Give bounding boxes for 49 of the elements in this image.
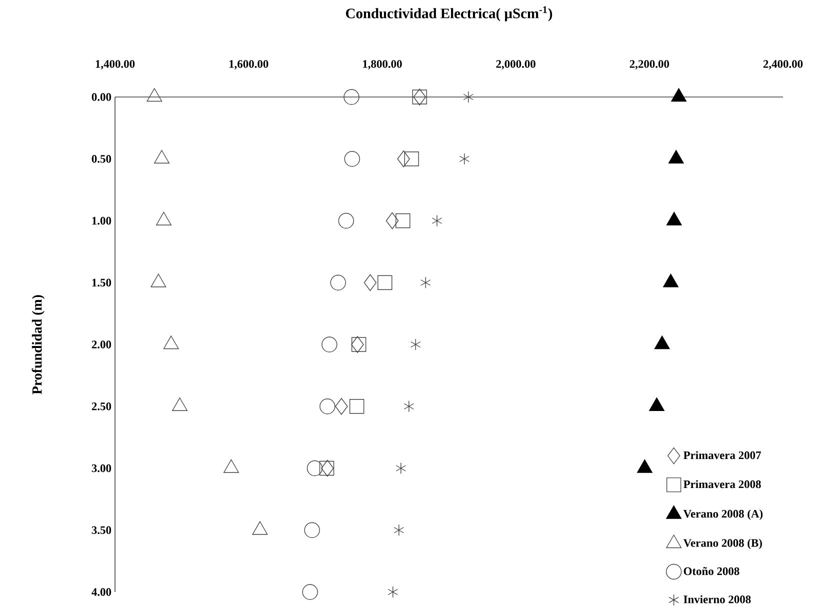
point	[344, 151, 360, 167]
point	[335, 398, 348, 415]
y-tick-label: 2.50	[92, 402, 112, 410]
point	[432, 214, 442, 227]
y-tick-label: 0.50	[92, 155, 112, 163]
point	[404, 400, 414, 412]
point	[364, 274, 377, 291]
point	[344, 89, 360, 105]
point	[396, 462, 406, 474]
x-axis-title: Conductividad Electrica( µScm$^{-1}$)	[346, 6, 552, 22]
point	[378, 275, 392, 290]
y-axis-title: Profundidad (m)	[32, 295, 45, 394]
legend-label: Otoño 2008	[684, 566, 740, 576]
point	[349, 399, 364, 414]
x-tick-label: 2,200.00	[630, 60, 670, 70]
point	[404, 152, 419, 166]
x-tick-label: 1,600.00	[229, 60, 268, 70]
point	[306, 460, 323, 476]
legend-label: Primavera 2007	[684, 451, 761, 460]
y-tick-label: 4.00	[92, 588, 112, 596]
point	[338, 212, 354, 229]
point	[330, 274, 346, 290]
point	[397, 150, 410, 168]
point	[304, 522, 320, 538]
legend-label: Invierno 2008	[684, 595, 751, 604]
legend-label: Primavera 2008	[684, 480, 761, 488]
point	[410, 338, 421, 350]
y-tick-label: 0.00	[92, 93, 112, 101]
x-tick-label: 2,400.00	[763, 60, 803, 70]
y-tick-label: 1.00	[92, 216, 112, 225]
point	[386, 212, 399, 230]
point	[302, 584, 318, 600]
point	[396, 213, 410, 228]
point	[420, 276, 431, 288]
y-tick-label: 1.50	[92, 278, 112, 287]
legend-label: Verano 2008 (B)	[683, 538, 762, 550]
y-tick-label: 2.00	[92, 340, 112, 348]
point	[463, 91, 474, 103]
point	[388, 586, 398, 598]
point	[320, 398, 336, 414]
point	[394, 524, 404, 536]
point	[459, 153, 470, 165]
x-tick-label: 1,800.00	[363, 60, 402, 70]
x-tick-label: 1,400.00	[96, 60, 135, 70]
point	[322, 336, 338, 352]
y-tick-label: 3.00	[92, 464, 112, 472]
y-tick-label: 3.50	[92, 526, 112, 534]
x-tick-label: 2,000.00	[496, 60, 536, 70]
legend-label: Verano 2008 (A)	[683, 510, 763, 520]
